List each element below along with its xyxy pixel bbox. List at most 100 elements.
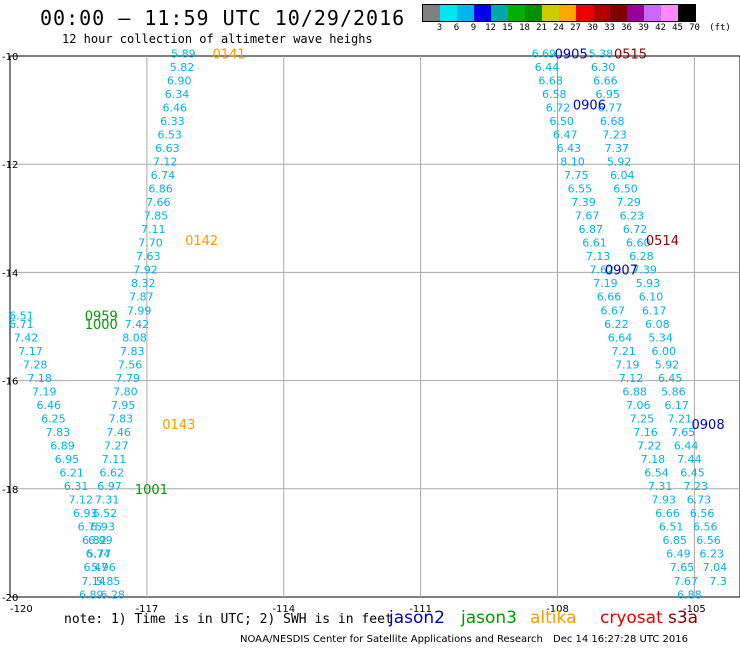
y-tick-label: -18: [2, 485, 18, 496]
chart-subtitle: 12 hour collection of altimeter wave hei…: [62, 32, 373, 46]
swh-value-label: 7.12: [68, 494, 93, 507]
legend-item-s3a: s3a: [668, 608, 699, 628]
swh-value-label: 7.29: [616, 196, 641, 209]
scale-swatch: [576, 5, 593, 21]
swh-value-label: 6.43: [557, 142, 582, 155]
pass-time-label: 1000: [85, 318, 118, 333]
swh-value-label: 7.22: [637, 440, 662, 453]
swh-value-label: 6.45: [680, 467, 705, 480]
swh-value-label: 6.72: [546, 101, 571, 114]
pass-time-label: 0515: [614, 47, 647, 62]
pass-time-label: 0907: [605, 264, 638, 279]
swh-value-label: 7.17: [18, 345, 43, 358]
swh-value-label: 7.27: [104, 440, 129, 453]
swh-value-label: 7.87: [129, 291, 154, 304]
swh-value-label: 6.99: [88, 534, 113, 547]
scale-swatch: [542, 5, 559, 21]
scale-swatch: [661, 5, 678, 21]
swh-value-label: 6.86: [148, 183, 173, 196]
swh-value-label: 5.77: [87, 548, 112, 561]
swh-value-label: 7.04: [703, 561, 728, 574]
swh-value-label: 7.83: [120, 345, 145, 358]
scale-swatch: [474, 5, 491, 21]
swh-value-label: 8.10: [560, 155, 585, 168]
swh-value-label: 7.3: [709, 575, 727, 588]
swh-value-label: 6.85: [663, 534, 688, 547]
swh-value-label: 6.23: [620, 210, 645, 223]
swh-value-label: 7.31: [648, 480, 673, 493]
x-tick-label: -117: [136, 604, 159, 615]
swh-value-label: 7.28: [23, 358, 48, 371]
swh-value-label: 7.99: [127, 304, 152, 317]
swh-value-label: 6.55: [568, 183, 593, 196]
swh-value-label: 6.97: [97, 480, 122, 493]
swh-value-label: 7.18: [641, 453, 666, 466]
swh-value-label: 7.37: [605, 142, 630, 155]
swh-value-label: 6.31: [64, 480, 89, 493]
swh-value-label: 6.22: [604, 318, 629, 331]
scale-swatch: [440, 5, 457, 21]
note-text: note: 1) Time is in UTC; 2) SWH is in fe…: [64, 612, 393, 627]
swh-value-label: 6.66: [593, 74, 618, 87]
swh-value-label: 6.68: [600, 115, 625, 128]
swh-value-label: 7.62: [590, 264, 615, 277]
swh-value-label: 6.62: [99, 467, 124, 480]
y-tick-label: -12: [2, 160, 18, 171]
swh-value-label: 6.89: [79, 588, 104, 601]
swh-value-label: 5.93: [636, 277, 661, 290]
swh-value-label: 7.46: [106, 426, 131, 439]
swh-value-label: 7.63: [136, 250, 161, 263]
swh-value-label: 6.93: [90, 521, 115, 534]
scale-swatch: [627, 5, 644, 21]
swh-value-label: 5.34: [648, 331, 673, 344]
swh-value-label: 7.65: [671, 426, 696, 439]
swh-value-label: 5.38: [589, 47, 614, 60]
swh-value-label: 6.28: [629, 250, 654, 263]
pass-time-label: 0908: [692, 418, 725, 433]
y-tick-label: -10: [2, 52, 18, 63]
swh-value-label: 6.95: [55, 453, 80, 466]
swh-value-label: 6.82: [82, 534, 107, 547]
swh-value-label: 6.49: [666, 548, 691, 561]
swh-value-label: 6.69: [532, 47, 557, 60]
y-tick-label: -14: [2, 268, 18, 279]
swh-value-label: 6.93: [73, 507, 98, 520]
scale-swatch: [610, 5, 627, 21]
swh-value-label: 6.47: [84, 561, 109, 574]
color-scale: (ft) 3 6 9 12 15 18 21 24 27 30 33 36 39 42 45 70: [422, 4, 731, 36]
chart-title: 00:00 – 11:59 UTC 10/29/2016: [40, 6, 406, 30]
swh-value-label: 7.19: [615, 358, 640, 371]
swh-value-label: 6.67: [600, 304, 625, 317]
scale-label: 3: [436, 23, 443, 33]
swh-value-label: 6.58: [542, 88, 567, 101]
swh-value-label: 6.61: [582, 237, 607, 250]
legend-item-jason2: jason2: [389, 608, 445, 628]
swh-value-label: 6.25: [41, 412, 66, 425]
swh-value-label: 6.47: [553, 128, 578, 141]
swh-value-label: 6.71: [9, 318, 34, 331]
swh-value-label: 6.08: [645, 318, 670, 331]
swh-value-label: 7.67: [575, 210, 600, 223]
scale-swatch: [593, 5, 610, 21]
scale-label: 18: [519, 23, 530, 33]
scale-label: 42: [655, 23, 666, 33]
pass-time-label: 0905: [555, 47, 588, 62]
color-scale-labels: (ft) 3 6 9 12 15 18 21 24 27 30 33 36 39 42 45 70: [422, 22, 731, 36]
swh-value-label: 7.42: [125, 318, 150, 331]
swh-value-label: 6.89: [50, 440, 75, 453]
scale-swatch: [491, 5, 508, 21]
y-tick-label: -20: [2, 593, 18, 604]
swh-value-label: 6.56: [693, 521, 718, 534]
swh-value-label: 7.95: [111, 399, 136, 412]
swh-value-label: 7.92: [133, 264, 158, 277]
swh-value-label: 6.51: [9, 310, 34, 323]
swh-value-label: 7.16: [633, 426, 658, 439]
swh-value-label: 7.75: [564, 169, 589, 182]
swh-value-label: 6.53: [157, 128, 182, 141]
swh-value-label: 7.21: [611, 345, 636, 358]
swh-value-label: 7.19: [32, 385, 57, 398]
scale-swatch: [559, 5, 576, 21]
swh-value-label: 7.85: [144, 210, 169, 223]
swh-value-label: 6.10: [639, 291, 664, 304]
swh-value-label: 6.54: [644, 467, 669, 480]
